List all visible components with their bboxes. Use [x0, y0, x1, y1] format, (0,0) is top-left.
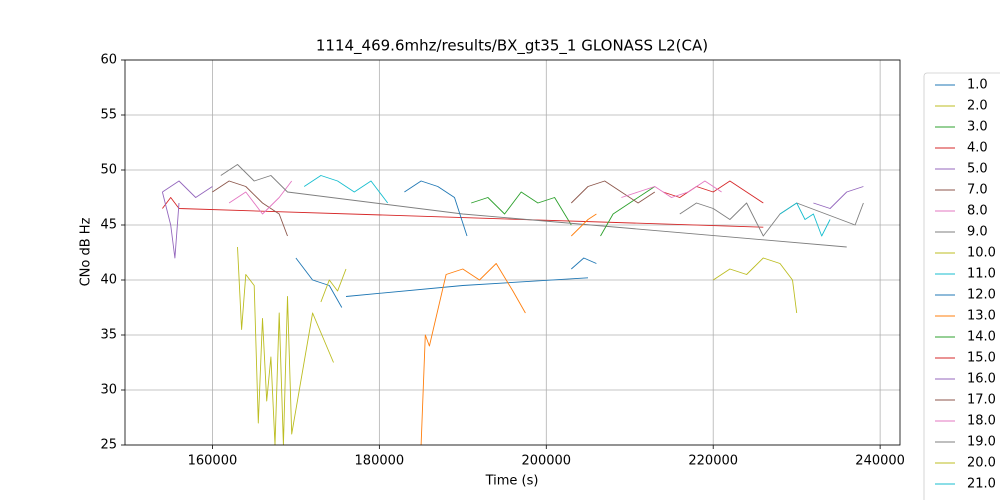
y-tick-label: 25 [100, 438, 117, 453]
series-line [621, 180, 722, 198]
series-line [779, 202, 831, 237]
legend-label: 10.0 [967, 246, 996, 261]
series-line [570, 180, 656, 204]
series-line [220, 164, 847, 248]
y-tick-label: 40 [100, 273, 117, 288]
y-tick-label: 60 [100, 53, 117, 68]
legend-label: 19.0 [967, 435, 996, 450]
x-tick-label: 160000 [188, 454, 238, 469]
legend-label: 5.0 [967, 162, 988, 177]
legend-label: 1.0 [967, 78, 988, 93]
series-line [600, 186, 656, 237]
chart-title: 1114_469.6mhz/results/BX_gt35_1 GLONASS … [316, 37, 708, 56]
y-tick-label: 35 [100, 328, 117, 343]
series-line [320, 268, 347, 303]
legend-label: 18.0 [967, 414, 996, 429]
series-line [345, 277, 589, 297]
legend-label: 14.0 [967, 330, 996, 345]
x-tick-label: 180000 [355, 454, 405, 469]
legend-label: 3.0 [967, 120, 988, 135]
legend-label: 9.0 [967, 225, 988, 240]
legend-label: 15.0 [967, 351, 996, 366]
series-line [161, 186, 864, 259]
x-tick-label: 240000 [855, 454, 905, 469]
series-line [237, 246, 334, 446]
series-line [712, 257, 798, 314]
series-line [228, 180, 293, 215]
legend-label: 16.0 [967, 372, 996, 387]
series-line [162, 197, 764, 228]
y-tick-label: 30 [100, 383, 117, 398]
x-tick-label: 200000 [521, 454, 571, 469]
series-line [471, 191, 572, 226]
series-line [303, 175, 389, 204]
legend-box [923, 72, 1000, 500]
legend-label: 4.0 [967, 141, 988, 156]
legend-label: 11.0 [967, 267, 996, 282]
y-tick-label: 50 [100, 163, 117, 178]
plot-frame [124, 59, 901, 446]
legend-label: 7.0 [967, 183, 988, 198]
y-tick-label: 55 [100, 108, 117, 123]
y-axis-label: CNo dB Hz [79, 217, 94, 286]
legend-label: 12.0 [967, 288, 996, 303]
x-axis-label: Time (s) [485, 474, 539, 489]
legend-label: 13.0 [967, 309, 996, 324]
legend-label: 20.0 [967, 456, 996, 471]
series-line [679, 202, 864, 237]
legend-label: 17.0 [967, 393, 996, 408]
legend-label: 2.0 [967, 99, 988, 114]
x-tick-label: 220000 [688, 454, 738, 469]
y-tick-label: 45 [100, 218, 117, 233]
series-line [212, 180, 288, 237]
series-line [162, 180, 213, 198]
legend-label: 21.0 [967, 477, 996, 492]
legend-label: 8.0 [967, 204, 988, 219]
series-line [295, 180, 597, 308]
series-line [662, 180, 764, 204]
series-line [420, 213, 597, 446]
